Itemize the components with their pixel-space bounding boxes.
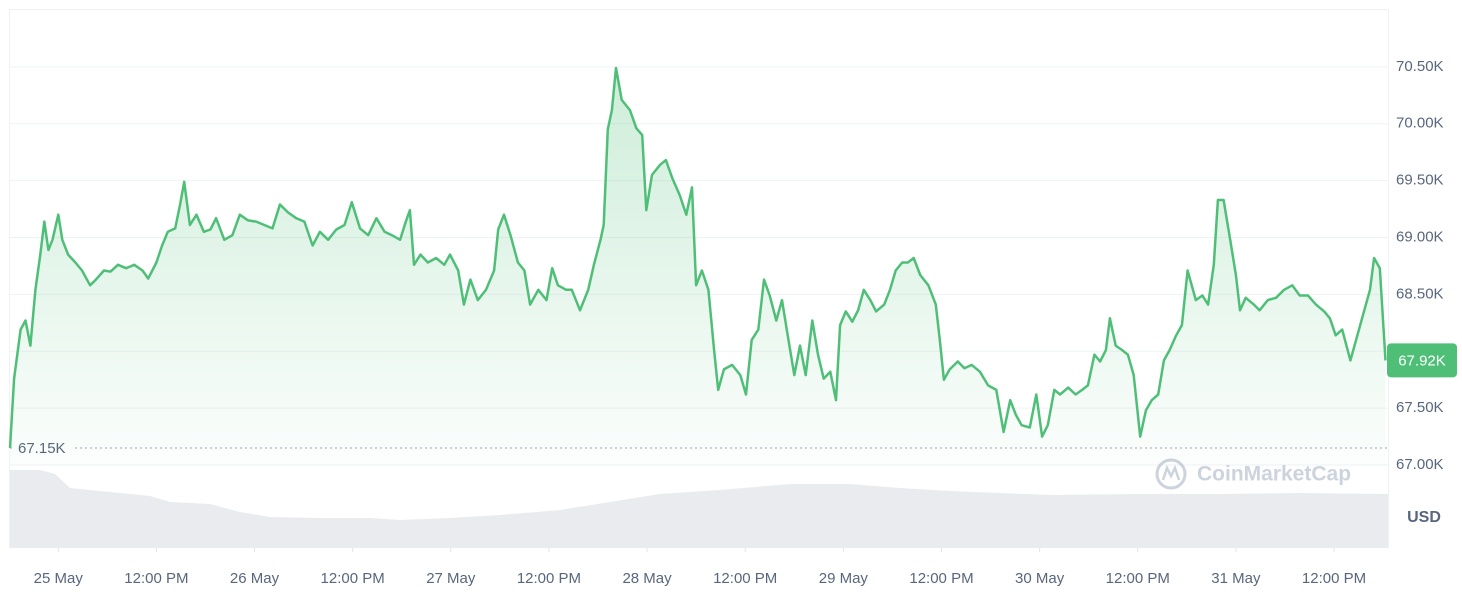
- x-tick-label: 12:00 PM: [1106, 570, 1170, 587]
- y-tick-label: 67.00K: [1396, 456, 1444, 473]
- y-tick-label: 67.50K: [1396, 399, 1444, 416]
- volume-area: [10, 470, 1388, 548]
- x-tick-label: 25 May: [34, 570, 84, 587]
- price-area: [10, 68, 1386, 465]
- x-tick-label: 29 May: [819, 570, 869, 587]
- y-tick-label: 70.50K: [1396, 58, 1444, 75]
- watermark-text: CoinMarketCap: [1197, 463, 1351, 486]
- x-tick-label: 28 May: [622, 570, 672, 587]
- x-tick-label: 12:00 PM: [909, 570, 973, 587]
- x-tick-label: 12:00 PM: [321, 570, 385, 587]
- x-tick-label: 12:00 PM: [713, 570, 777, 587]
- price-line: [8, 66, 1387, 448]
- current-price-label: 67.92K: [1398, 352, 1446, 369]
- y-tick-label: 70.00K: [1396, 115, 1444, 132]
- x-tick-label: 26 May: [230, 570, 280, 587]
- x-tick-label: 27 May: [426, 570, 476, 587]
- y-tick-label: 69.50K: [1396, 172, 1444, 189]
- x-tick-label: 30 May: [1015, 570, 1065, 587]
- y-tick-label: 68.50K: [1396, 285, 1444, 302]
- x-tick-label: 12:00 PM: [124, 570, 188, 587]
- watermark-icon-mark: [1161, 464, 1181, 481]
- x-tick-label: 12:00 PM: [1302, 570, 1366, 587]
- x-tick-label: 31 May: [1211, 570, 1261, 587]
- current-price-tag: [1387, 343, 1457, 378]
- y-tick-label: 69.00K: [1396, 228, 1444, 245]
- x-tick-label: 12:00 PM: [517, 570, 581, 587]
- unit-label: USD: [1407, 509, 1441, 526]
